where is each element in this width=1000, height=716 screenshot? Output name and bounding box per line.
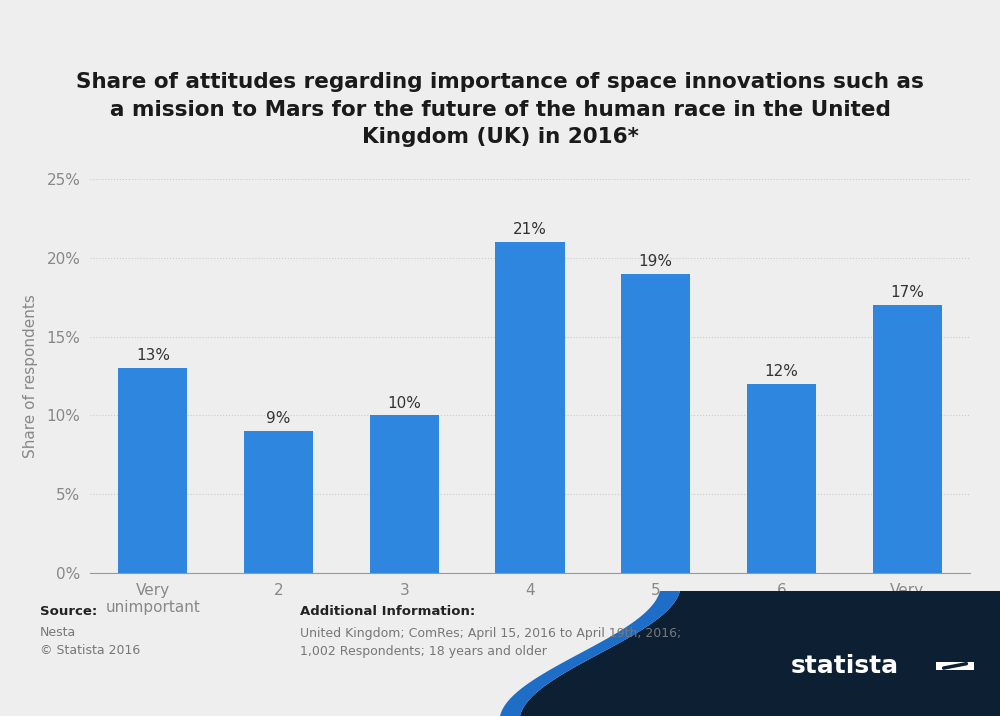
- Bar: [495, 242, 565, 573]
- Bar: [118, 368, 187, 573]
- Bar: [621, 274, 690, 573]
- Text: statista: statista: [791, 654, 899, 678]
- Text: 9%: 9%: [266, 411, 291, 426]
- Text: Nesta
© Statista 2016: Nesta © Statista 2016: [40, 626, 140, 657]
- Bar: [244, 431, 313, 573]
- Bar: [370, 415, 439, 573]
- Bar: [747, 384, 816, 573]
- Polygon shape: [520, 591, 1000, 716]
- Text: 21%: 21%: [513, 222, 547, 237]
- Text: Share of attitudes regarding importance of space innovations such as
a mission t: Share of attitudes regarding importance …: [76, 72, 924, 147]
- Text: 10%: 10%: [387, 395, 421, 410]
- Text: 19%: 19%: [639, 253, 673, 268]
- Text: Source:: Source:: [40, 605, 97, 618]
- Text: Additional Information:: Additional Information:: [300, 605, 475, 618]
- Y-axis label: Share of respondents: Share of respondents: [23, 294, 38, 458]
- Text: 13%: 13%: [136, 348, 170, 363]
- Bar: [936, 662, 974, 669]
- Text: 17%: 17%: [890, 285, 924, 300]
- Text: 12%: 12%: [764, 364, 798, 379]
- Text: United Kingdom; ComRes; April 15, 2016 to April 19th, 2016;
1,002 Respondents; 1: United Kingdom; ComRes; April 15, 2016 t…: [300, 626, 681, 657]
- Polygon shape: [500, 591, 680, 716]
- Bar: [873, 305, 942, 573]
